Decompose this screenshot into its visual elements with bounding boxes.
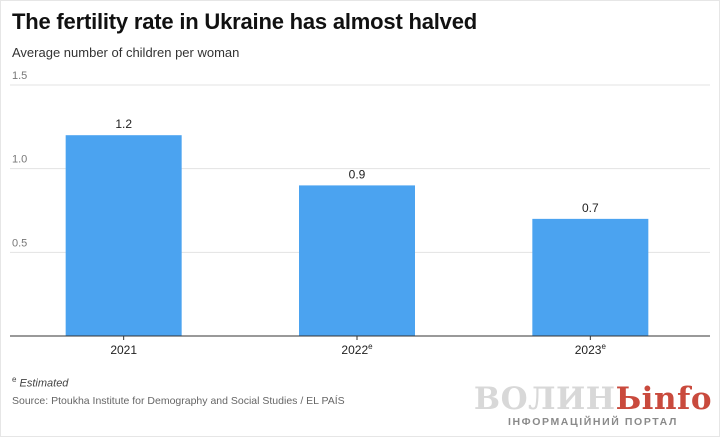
bar-2 bbox=[532, 218, 649, 336]
data-label-1: 0.9 bbox=[349, 167, 366, 181]
category-label-1: 2022e bbox=[341, 342, 373, 357]
estimate-note: e Estimated bbox=[12, 375, 68, 390]
y-tick-label-2: 1.5 bbox=[12, 70, 27, 82]
site-logo: ВОЛИНЬinfo ІНФОРМАЦІЙНИЙ ПОРТАЛ bbox=[474, 384, 712, 429]
logo-wordmark: ВОЛИНЬinfo bbox=[474, 384, 712, 415]
y-tick-label-1: 1.0 bbox=[12, 154, 27, 166]
y-tick-label-0: 0.5 bbox=[12, 237, 27, 249]
logo-part-a: ВОЛИН bbox=[473, 381, 616, 417]
bar-0 bbox=[65, 135, 182, 336]
logo-part-b: Ь bbox=[615, 381, 642, 417]
chart-subtitle: Average number of children per woman bbox=[12, 45, 240, 60]
category-label-2: 2023e bbox=[575, 342, 607, 357]
bar-1 bbox=[299, 185, 415, 336]
estimate-marker: e bbox=[12, 375, 17, 384]
source-line: Source: Ptoukha Institute for Demography… bbox=[12, 395, 345, 407]
data-label-0: 1.2 bbox=[115, 117, 132, 131]
chart-title: The fertility rate in Ukraine has almost… bbox=[12, 9, 477, 34]
category-label-0: 2021 bbox=[110, 343, 137, 357]
logo-tagline: ІНФОРМАЦІЙНИЙ ПОРТАЛ bbox=[507, 416, 678, 428]
logo-part-c: info bbox=[641, 381, 712, 417]
bar-chart: 0.5 1.0 1.5 1.2 2021 0.9 2022e 0.7 2023e bbox=[10, 70, 710, 357]
data-label-2: 0.7 bbox=[582, 201, 599, 215]
estimate-text: Estimated bbox=[19, 377, 69, 390]
